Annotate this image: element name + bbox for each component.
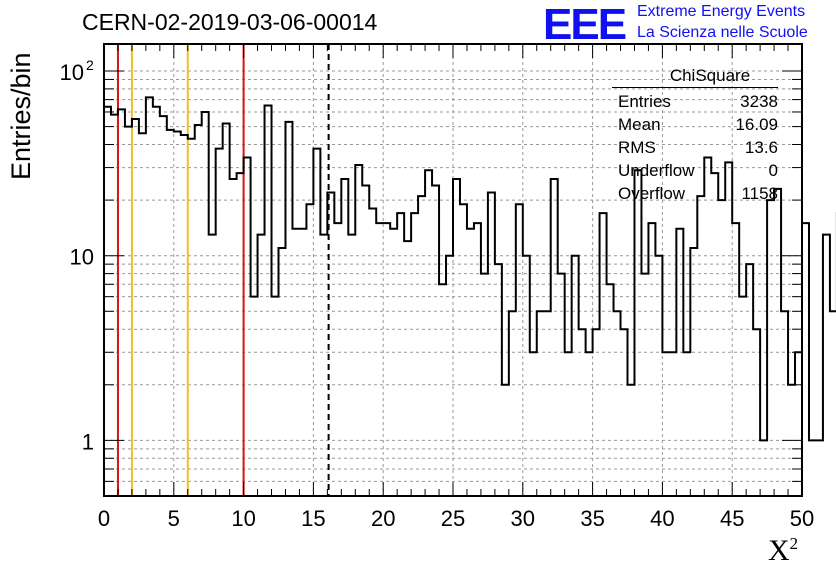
- x-tick-label: 0: [98, 506, 110, 531]
- run-title: CERN-02-2019-03-06-00014: [82, 9, 378, 35]
- x-axis-label-base: X: [768, 534, 790, 567]
- x-tick-label: 45: [720, 506, 744, 531]
- stats-row-underflow: Underflow 0: [618, 161, 778, 180]
- x-axis-label-sup: 2: [789, 534, 799, 553]
- logo-subtitle-2: La Scienza nelle Scuole: [637, 24, 808, 41]
- eee-logo: EEE: [543, 0, 627, 49]
- stats-row-mean: Mean 16.09: [618, 115, 778, 134]
- y-tick-label-exponent: 2: [86, 57, 94, 73]
- reference-lines: [116, 44, 330, 496]
- x-tick-label: 10: [231, 506, 255, 531]
- x-tick-label: 50: [790, 506, 814, 531]
- axis-ticks: [103, 44, 803, 497]
- stats-row-entries: Entries 3238: [618, 92, 778, 111]
- stats-row-overflow: Overflow 1158: [618, 184, 778, 203]
- grid: [104, 44, 802, 497]
- stats-separator: [612, 87, 778, 88]
- stats-row-rms: RMS 13.6: [618, 138, 778, 157]
- stats-title: ChiSquare: [669, 66, 751, 85]
- stats-box: ChiSquare Entries 3238 Mean 16.09 RMS 13.6 …: [612, 66, 778, 205]
- y-axis-label: Entries/bin: [6, 52, 36, 180]
- histogram-series: [104, 96, 836, 442]
- x-tick-label: 30: [511, 506, 535, 531]
- x-axis-label: X2: [768, 534, 798, 568]
- x-tick-label: 35: [580, 506, 604, 531]
- x-tick-label: 25: [441, 506, 465, 531]
- x-tick-label: 5: [168, 506, 180, 531]
- y-tick-label: 10: [60, 60, 84, 85]
- y-tick-label: 1: [82, 429, 94, 454]
- x-tick-label: 15: [301, 506, 325, 531]
- logo-subtitle-1: Extreme Energy Events: [637, 3, 806, 20]
- x-tick-label: 40: [650, 506, 674, 531]
- y-tick-label: 10: [70, 245, 94, 270]
- x-tick-label: 20: [371, 506, 395, 531]
